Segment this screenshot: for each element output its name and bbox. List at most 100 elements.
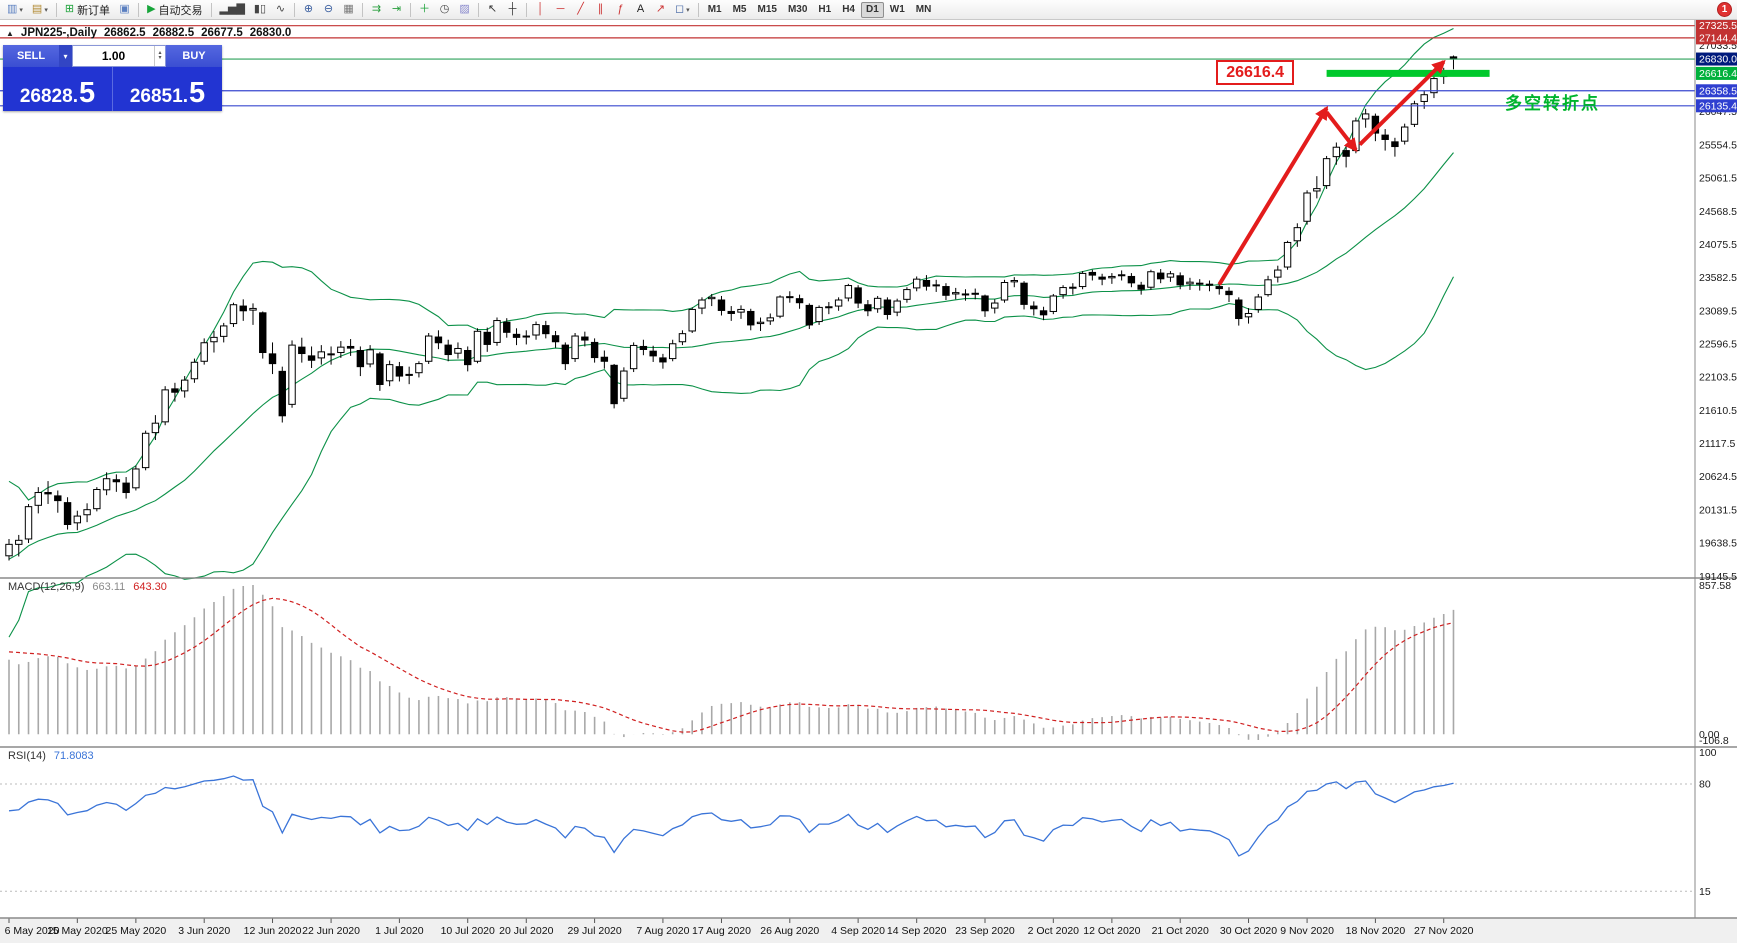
spinner-up-icon: ▴ [158, 50, 162, 56]
tile-windows-button[interactable]: ▦ [339, 1, 358, 19]
periods-button[interactable]: ◷ [435, 1, 454, 19]
sell-button[interactable]: SELL [3, 45, 59, 67]
toolbar-separator [362, 2, 364, 17]
chart-window-icon: ▣ [119, 3, 130, 15]
timeframe-m5[interactable]: M5 [728, 2, 752, 18]
indicators-button[interactable]: ＋ [415, 1, 434, 19]
svg-text:19638.5: 19638.5 [1699, 538, 1737, 550]
volume-input[interactable]: 1.00 ▴ ▾ [72, 45, 166, 67]
dropdown-arrow-icon: ▾ [686, 6, 690, 14]
vertical-line-button[interactable]: │ [531, 1, 550, 19]
svg-text:20 Jul 2020: 20 Jul 2020 [499, 925, 553, 937]
profiles-icon: ▤ [31, 3, 43, 15]
horizontal-line-button[interactable]: ─ [551, 1, 570, 19]
chart-window-button[interactable]: ▣ [115, 1, 134, 19]
rsi-value: 71.8083 [53, 750, 94, 762]
macd-signal-value: 643.30 [133, 581, 167, 593]
dropdown-arrow-icon: ▾ [44, 6, 48, 14]
candlestick-series [5, 55, 1458, 561]
timeframe-w1[interactable]: W1 [885, 2, 910, 18]
shapes-button[interactable]: ◻ ▾ [671, 1, 694, 19]
new-order-button[interactable]: ⊞ 新订单 [61, 1, 114, 19]
trade-panel-toggle-icon[interactable]: ▲ [6, 28, 14, 38]
macd-value: 663.11 [92, 581, 126, 593]
buy-price[interactable]: 26851. 5 [129, 77, 206, 110]
spinner-down-icon: ▾ [158, 55, 162, 61]
channel-button[interactable]: ∥ [591, 1, 610, 19]
volume-spinner[interactable]: ▴ ▾ [154, 46, 165, 66]
timeframe-mn-label: MN [915, 4, 932, 15]
svg-text:2 Oct 2020: 2 Oct 2020 [1028, 925, 1080, 937]
macd-signal-line [8, 597, 1454, 733]
buy-button[interactable]: BUY [166, 45, 222, 67]
timeframe-m1[interactable]: M1 [703, 2, 727, 18]
svg-text:26358.5: 26358.5 [1699, 85, 1737, 97]
timeframe-m15[interactable]: M15 [753, 2, 782, 18]
notification-badge[interactable]: 1 [1717, 2, 1732, 17]
fibonacci-button[interactable]: ƒ [611, 1, 630, 19]
turning-point-text[interactable]: 多空转折点 [1505, 94, 1600, 114]
indicators-plus-icon: ＋ [419, 3, 431, 15]
zoom-in-button[interactable]: ⊕ [299, 1, 318, 19]
rsi-indicator-label: RSI(14) 71.8083 [8, 750, 94, 762]
sell-price[interactable]: 26828. 5 [19, 77, 96, 110]
svg-text:23582.5: 23582.5 [1699, 272, 1737, 284]
shapes-icon: ◻ [675, 3, 685, 15]
timeframe-m30[interactable]: M30 [783, 2, 812, 18]
svg-text:7 Aug 2020: 7 Aug 2020 [636, 925, 689, 937]
quote-high: 26882.5 [152, 27, 195, 39]
one-click-trading-panel: SELL ▾ 1.00 ▴ ▾ BUY 26828. 5 26851. 5 [3, 45, 222, 111]
zoom-out-button[interactable]: ⊖ [319, 1, 338, 19]
templates-button[interactable]: ▨ [455, 1, 474, 19]
macd-scale: 857.58 0.00-106.8 [1699, 580, 1731, 747]
svg-text:100: 100 [1699, 747, 1717, 759]
svg-text:27325.5: 27325.5 [1699, 20, 1737, 32]
auto-scroll-button[interactable]: ⇉ [367, 1, 386, 19]
line-chart-button[interactable]: ∿ [271, 1, 290, 19]
text-icon: A [636, 3, 645, 15]
line-icon: ∿ [275, 3, 286, 15]
main-toolbar: ▥ ▾ ▤ ▾ ⊞ 新订单 ▣ ▶ 自动交易 ▂▅▇ ▮▯ ∿ ⊕ ⊖ ▦ ⇉ ⇥ ＋ ◷ ▨ ↖ ┼ │ ─ ╱ ∥ ƒ A ↗ ◻ ▾ M… [0, 0, 1737, 20]
new-order-button-label: 新订单 [77, 4, 111, 17]
toolbar-separator [210, 2, 212, 17]
zoom-in-icon: ⊕ [303, 3, 314, 15]
autotrading-button[interactable]: ▶ 自动交易 [143, 1, 206, 19]
crosshair-button[interactable]: ┼ [503, 1, 522, 19]
cursor-arrow-icon: ↖ [487, 3, 498, 15]
new-chart-button[interactable]: ▥ ▾ [3, 1, 27, 19]
bar-chart-button[interactable]: ▂▅▇ [216, 1, 249, 19]
timeframe-mn[interactable]: MN [911, 2, 937, 18]
timeframe-h4[interactable]: H4 [837, 2, 860, 18]
svg-text:26 Aug 2020: 26 Aug 2020 [760, 925, 819, 937]
svg-text:27144.4: 27144.4 [1699, 32, 1737, 44]
svg-text:21 Oct 2020: 21 Oct 2020 [1152, 925, 1209, 937]
trend-arrow[interactable] [1358, 59, 1446, 146]
arrows-tool-button[interactable]: ↗ [651, 1, 670, 19]
price-annotation-box[interactable]: 26616.4 [1216, 60, 1295, 86]
timeframe-d1[interactable]: D1 [861, 1, 884, 18]
candles-icon: ▮▯ [253, 3, 267, 15]
svg-text:24075.5: 24075.5 [1699, 239, 1737, 251]
svg-text:29 Jul 2020: 29 Jul 2020 [567, 925, 621, 937]
sell-dropdown[interactable]: ▾ [59, 45, 72, 67]
svg-text:4 Sep 2020: 4 Sep 2020 [831, 925, 885, 937]
symbol-period-label: JPN225-,Daily [20, 27, 97, 39]
quote-close: 26830.0 [249, 27, 292, 39]
trend-arrow[interactable] [1217, 105, 1329, 286]
cursor-button[interactable]: ↖ [483, 1, 502, 19]
trend-arrow[interactable] [1325, 110, 1358, 153]
channel-icon: ∥ [597, 3, 604, 15]
svg-text:857.58: 857.58 [1699, 580, 1731, 592]
svg-text:3 Jun 2020: 3 Jun 2020 [178, 925, 230, 937]
text-tool-button[interactable]: A [631, 1, 650, 19]
chart-shift-button[interactable]: ⇥ [387, 1, 406, 19]
trendline-button[interactable]: ╱ [571, 1, 590, 19]
rsi-line [8, 775, 1454, 857]
toolbar-separator [55, 2, 57, 17]
svg-text:-106.8: -106.8 [1699, 735, 1729, 747]
profiles-button[interactable]: ▤ ▾ [28, 1, 52, 19]
timeframe-h1[interactable]: H1 [813, 2, 836, 18]
candlestick-button[interactable]: ▮▯ [250, 1, 270, 19]
svg-text:18 Nov 2020: 18 Nov 2020 [1346, 925, 1406, 937]
